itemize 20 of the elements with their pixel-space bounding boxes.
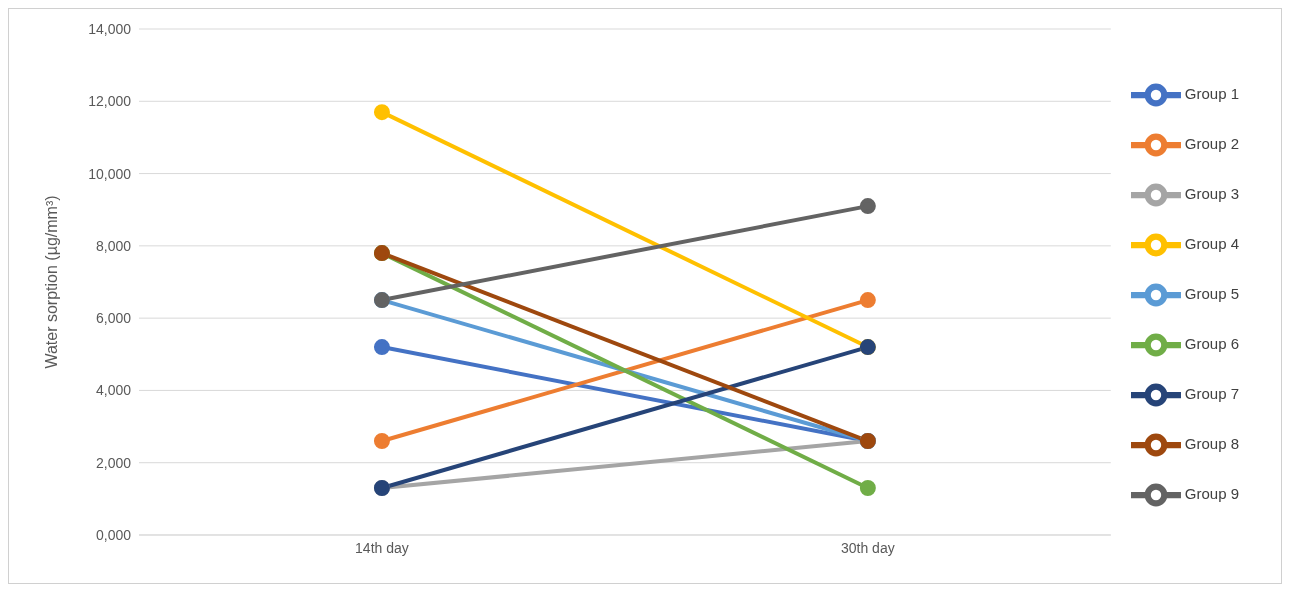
y-tick-label: 4,000 xyxy=(95,382,132,399)
y-tick-label: 10,000 xyxy=(88,165,132,182)
y-tick-label: 6,000 xyxy=(95,310,132,327)
legend-label: Group 3 xyxy=(1184,184,1239,202)
x-tick-label: 14th day xyxy=(355,539,409,556)
y-tick-label: 14,000 xyxy=(88,20,132,37)
legend-label: Group 2 xyxy=(1184,134,1239,152)
y-tick-label: 8,000 xyxy=(95,237,132,254)
y-tick-label: 12,000 xyxy=(88,93,132,110)
legend-label: Group 7 xyxy=(1184,384,1239,402)
y-tick-label: 2,000 xyxy=(95,454,132,471)
y-tick-label: 0,000 xyxy=(95,526,132,543)
legend-label: Group 6 xyxy=(1184,334,1239,352)
legend-label: Group 5 xyxy=(1184,284,1239,302)
legend-label: Group 4 xyxy=(1184,234,1239,252)
y-axis-title: Water sorption (µg/mm³) xyxy=(42,195,60,369)
legend-label: Group 1 xyxy=(1184,84,1239,102)
legend-label: Group 8 xyxy=(1184,434,1239,452)
legend-label: Group 9 xyxy=(1184,484,1239,502)
x-tick-label: 30th day xyxy=(840,539,895,556)
